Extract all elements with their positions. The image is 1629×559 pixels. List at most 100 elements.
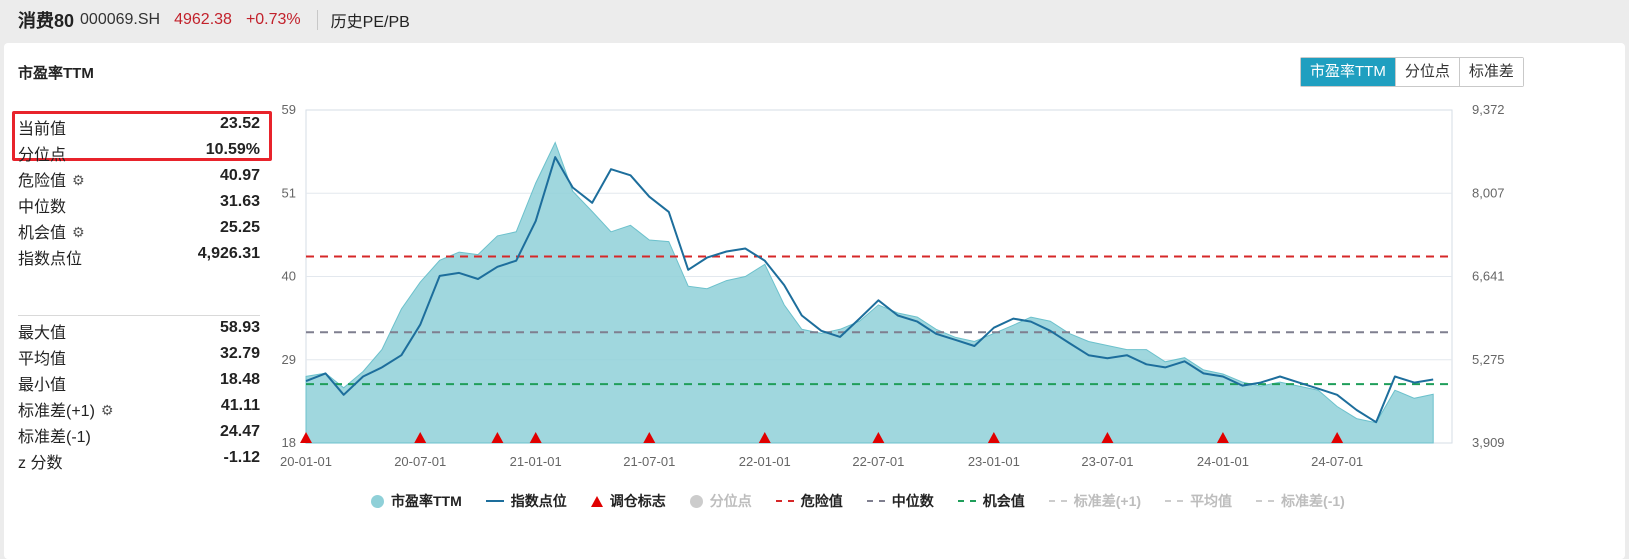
legend-label: 标准差(-1)	[1281, 493, 1345, 509]
rebalance-marker	[1216, 432, 1229, 443]
legend-item[interactable]: 指数点位	[485, 491, 567, 511]
pe-data-point	[763, 263, 766, 266]
rebalance-marker	[300, 432, 312, 443]
header-bar: 消费80 000069.SH 4962.38 +0.73% 历史PE/PB	[0, 0, 1629, 40]
pe-data-point	[725, 279, 728, 282]
legend-dash-icon	[1256, 500, 1275, 502]
pe-data-point	[362, 370, 365, 373]
highlight-box	[12, 111, 272, 161]
legend-item[interactable]: 中位数	[866, 491, 934, 511]
pe-data-point	[1413, 397, 1416, 400]
metric-tabs: 市盈率TTM 分位点 标准差	[1300, 57, 1524, 87]
x-tick-label: 20-07-01	[394, 454, 446, 469]
pe-data-point	[496, 234, 499, 237]
pe-chart[interactable]: 59 51 40 29 18 9,372 8,007 6,641 5,275 3,909 20-01…	[4, 43, 1625, 489]
legend-item[interactable]: 危险值	[775, 491, 843, 511]
x-tick-label: 21-07-01	[623, 454, 675, 469]
stat-label: 当前值	[18, 121, 67, 138]
legend-dash-icon	[866, 500, 885, 502]
stat-label: 最小值	[18, 377, 67, 394]
rebalance-marker	[987, 432, 1000, 443]
pe-data-point	[1164, 360, 1167, 363]
legend-item[interactable]: 机会值	[957, 491, 1025, 511]
stat-label: 机会值	[18, 225, 67, 242]
legend-triangle-icon	[590, 495, 603, 507]
pe-data-point	[324, 372, 327, 375]
legend-item[interactable]: 标准差(+1)	[1048, 491, 1142, 511]
y-left-tick-label: 59	[282, 102, 296, 117]
pe-data-point	[1183, 356, 1186, 359]
legend-dash-icon	[1048, 500, 1067, 502]
stat-median: 中位数 31.63	[18, 191, 260, 217]
pe-data-point	[1393, 389, 1396, 392]
y-right-tick-label: 8,007	[1472, 185, 1505, 200]
x-tick-label: 21-01-01	[510, 454, 562, 469]
pe-data-point	[687, 285, 690, 288]
pe-data-point	[476, 253, 479, 256]
pe-data-point	[648, 238, 651, 241]
legend-item[interactable]: 调仓标志	[590, 491, 666, 511]
pe-data-point	[342, 386, 345, 389]
y-left-tick-label: 40	[282, 269, 296, 284]
stat-label: 危险值	[18, 173, 67, 190]
stat-label: 中位数	[18, 199, 67, 216]
stat-mean: 平均值 32.79	[18, 343, 260, 369]
x-tick-label: 23-01-01	[968, 454, 1020, 469]
legend-item[interactable]: 市盈率TTM	[371, 491, 462, 511]
header-divider	[316, 10, 318, 30]
pe-data-point	[744, 275, 747, 278]
legend-label: 平均值	[1190, 493, 1233, 509]
legend-label: 机会值	[982, 493, 1025, 509]
legend-label: 标准差(+1)	[1073, 493, 1142, 509]
pe-data-point	[515, 230, 518, 233]
y-left-tick-label: 51	[282, 185, 296, 200]
pe-data-point	[438, 259, 441, 262]
legend-item[interactable]: 分位点	[689, 491, 752, 511]
pe-data-point	[1049, 320, 1052, 323]
pe-data-point	[1145, 348, 1148, 351]
pe-data-point	[1259, 385, 1262, 388]
pe-data-point	[400, 307, 403, 310]
gear-icon[interactable]: ⚙	[72, 224, 85, 240]
stat-max: 最大值 58.93	[18, 317, 260, 343]
pe-data-point	[571, 190, 574, 193]
tab-std-dev[interactable]: 标准差	[1458, 58, 1523, 86]
stat-std-minus: 标准差(-1) 24.47	[18, 421, 260, 447]
stat-value: -1.12	[223, 449, 260, 466]
gear-icon[interactable]: ⚙	[100, 402, 114, 418]
x-tick-label: 24-07-01	[1311, 454, 1363, 469]
legend-item[interactable]: 平均值	[1165, 491, 1232, 511]
history-pe-pb-link[interactable]: 历史PE/PB	[330, 14, 410, 31]
y-right-tick-label: 6,641	[1472, 269, 1505, 284]
y-left-tick-label: 29	[282, 352, 296, 367]
pe-data-point	[706, 287, 709, 290]
pe-data-point	[458, 251, 461, 254]
index-change: +0.73%	[245, 11, 301, 28]
tab-percentile[interactable]: 分位点	[1394, 58, 1459, 86]
pe-data-point	[783, 303, 786, 306]
pe-ttm-area	[305, 141, 1434, 444]
pe-data-point	[667, 240, 670, 243]
gear-icon[interactable]: ⚙	[72, 172, 85, 188]
index-level-line	[305, 156, 1434, 424]
card-title: 市盈率TTM	[18, 65, 94, 82]
stat-opportunity: 机会值 ⚙ 25.25	[18, 217, 260, 243]
valuation-card: 市盈率TTM 市盈率TTM 分位点 标准差 当前值 23.52 分位点 10.5…	[4, 43, 1625, 559]
x-tick-label: 23-07-01	[1081, 454, 1133, 469]
pe-data-point	[629, 224, 632, 227]
stat-value: 32.79	[219, 345, 260, 362]
stat-value: 24.47	[219, 423, 260, 440]
stat-value: 4,926.31	[197, 245, 260, 262]
stat-value: 41.11	[220, 397, 260, 414]
pe-data-point	[610, 230, 613, 233]
x-tick-label: 24-01-01	[1197, 454, 1249, 469]
pe-data-point	[839, 328, 842, 331]
legend-item[interactable]: 标准差(-1)	[1256, 491, 1345, 511]
stat-index-level: 指数点位 4,926.31	[18, 243, 260, 269]
legend-label: 危险值	[800, 493, 843, 509]
legend-dot-icon	[689, 494, 703, 508]
tab-pe-ttm[interactable]: 市盈率TTM	[1301, 58, 1395, 86]
stat-label: 标准差(+1)	[18, 403, 95, 420]
legend-label: 调仓标志	[609, 493, 666, 509]
stats-divider	[18, 315, 260, 316]
